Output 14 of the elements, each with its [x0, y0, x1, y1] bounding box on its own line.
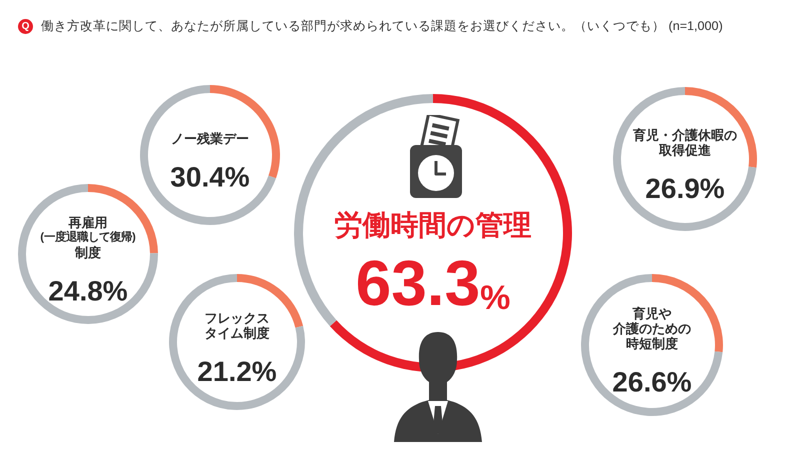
slice-label: 育児・介護休暇の取得促進 — [632, 128, 737, 158]
slice-label: 再雇用(一度退職して復帰)制度 — [40, 215, 136, 260]
data-label: 26.9% — [645, 173, 725, 204]
slice-label: 労働時間の管理 — [334, 210, 532, 240]
slice-label: フレックスタイム制度 — [204, 310, 270, 340]
slice-label: 育児や介護のための時短制度 — [612, 306, 691, 351]
data-label: 21.2% — [197, 356, 277, 387]
data-label: 26.6% — [612, 366, 692, 398]
slice-label: ノー残業デー — [171, 131, 249, 146]
question-badge: Q — [18, 18, 33, 34]
data-label: 63.3% — [356, 247, 510, 319]
data-label: 30.4% — [170, 162, 250, 192]
data-label: 24.8% — [48, 276, 128, 306]
text: 働き方改革に関して、あなたが所属している部門が求められている課題をお選びください。（いくつでも） (n=1,000) — [41, 18, 723, 34]
